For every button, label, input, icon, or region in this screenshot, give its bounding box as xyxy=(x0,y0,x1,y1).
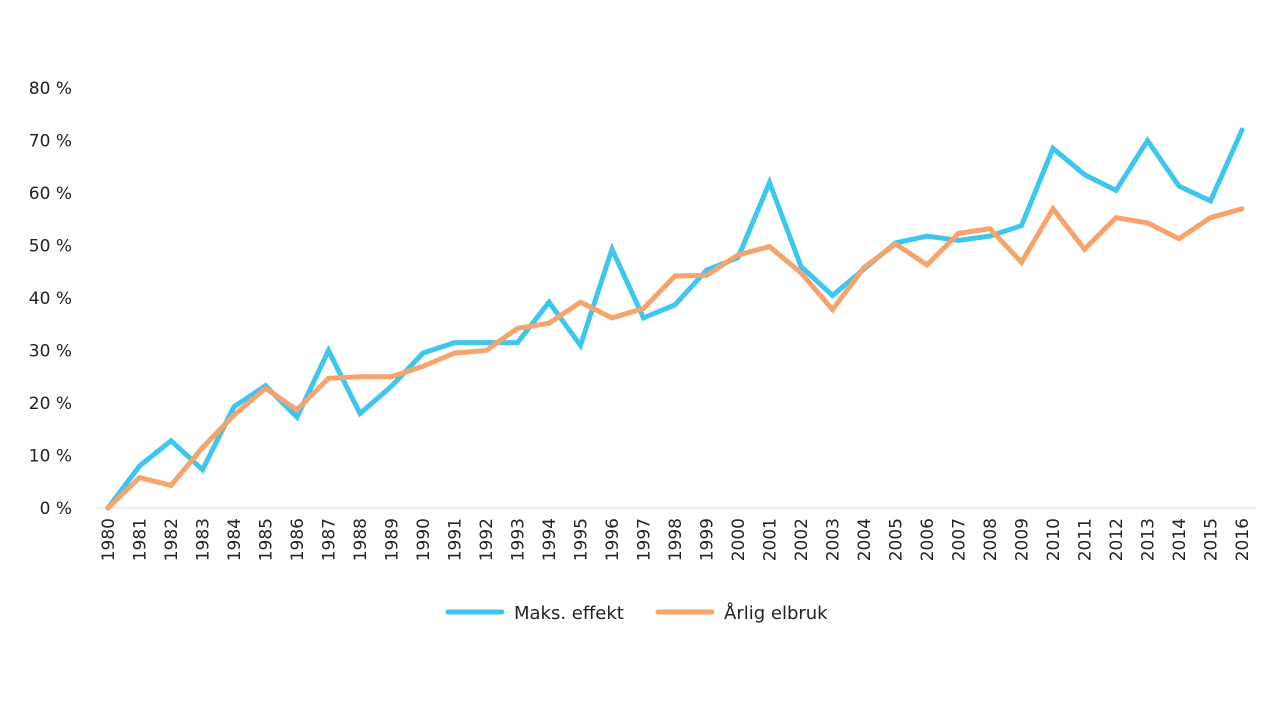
x-tick-label: 2009 xyxy=(1013,518,1033,561)
x-tick-label: 1995 xyxy=(572,518,592,561)
y-tick-label: 50 % xyxy=(29,237,72,257)
series-lines xyxy=(105,127,1245,511)
y-tick-label: 60 % xyxy=(29,184,72,204)
x-tick-label: 2015 xyxy=(1202,518,1222,561)
x-tick-label: 2016 xyxy=(1233,518,1253,561)
x-tick-label: 1992 xyxy=(477,518,497,561)
x-tick-label: 1991 xyxy=(446,518,466,561)
y-tick-label: 0 % xyxy=(40,499,72,519)
x-tick-label: 2000 xyxy=(729,518,749,561)
x-tick-label: 2010 xyxy=(1044,518,1064,561)
y-tick-label: 80 % xyxy=(29,79,72,99)
series-line-1 xyxy=(105,204,1245,511)
x-tick-label: 2014 xyxy=(1170,518,1190,561)
x-tick-label: 1983 xyxy=(194,518,214,561)
y-tick-label: 30 % xyxy=(29,342,72,362)
x-tick-label: 2008 xyxy=(981,518,1001,561)
x-tick-label: 1984 xyxy=(225,518,245,561)
y-tick-label: 70 % xyxy=(29,132,72,152)
x-tick-label: 1990 xyxy=(414,518,434,561)
legend-label-arlig-elbruk: Årlig elbruk xyxy=(724,602,828,624)
x-tick-label: 2012 xyxy=(1107,518,1127,561)
y-tick-label: 10 % xyxy=(29,447,72,467)
x-tick-label: 1988 xyxy=(351,518,371,561)
x-tick-label: 2013 xyxy=(1139,518,1159,561)
legend-label-maks-effekt: Maks. effekt xyxy=(514,603,624,624)
legend: Maks. effekt Årlig elbruk xyxy=(445,602,828,624)
x-tick-label: 1981 xyxy=(131,518,151,561)
x-axis-ticks: 1980 1981 1982 1983 1984 1985 1986 1987 1988 1989… xyxy=(99,518,1253,561)
x-tick-label: 2005 xyxy=(887,518,907,561)
x-tick-label: 1980 xyxy=(99,518,119,561)
series-line-0 xyxy=(105,127,1245,511)
x-tick-label: 2002 xyxy=(792,518,812,561)
x-tick-label: 1997 xyxy=(635,518,655,561)
x-tick-label: 1989 xyxy=(383,518,403,561)
x-tick-label: 1986 xyxy=(288,518,308,561)
y-tick-label: 20 % xyxy=(29,394,72,414)
x-tick-label: 1985 xyxy=(257,518,277,561)
x-tick-label: 1982 xyxy=(162,518,182,561)
x-tick-label: 2006 xyxy=(918,518,938,561)
x-tick-label: 1994 xyxy=(540,518,560,561)
y-axis-ticks: 0 % 10 % 20 % 30 % 40 % 50 % 60 % 70 % 80 % xyxy=(29,79,72,519)
x-tick-label: 1993 xyxy=(509,518,529,561)
x-tick-label: 1999 xyxy=(698,518,718,561)
x-tick-label: 1987 xyxy=(320,518,340,561)
x-tick-label: 2011 xyxy=(1076,518,1096,561)
y-tick-label: 40 % xyxy=(29,289,72,309)
x-tick-label: 1998 xyxy=(666,518,686,561)
x-tick-label: 2004 xyxy=(855,518,875,561)
x-tick-label: 2001 xyxy=(761,518,781,561)
x-tick-label: 2003 xyxy=(824,518,844,561)
x-tick-label: 1996 xyxy=(603,518,623,561)
x-tick-label: 2007 xyxy=(950,518,970,561)
